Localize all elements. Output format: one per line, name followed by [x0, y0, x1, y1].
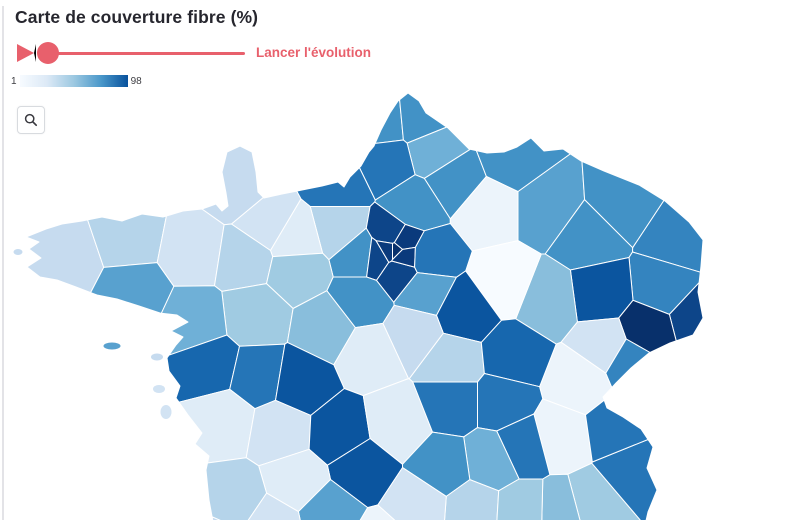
department-region[interactable]	[211, 516, 243, 520]
island-region[interactable]	[160, 405, 172, 419]
island-region[interactable]	[103, 342, 121, 350]
department-region[interactable]	[348, 99, 404, 148]
page-title: Carte de couverture fibre (%)	[15, 7, 259, 27]
department-region[interactable]	[90, 262, 175, 314]
legend-max-label: 98	[130, 75, 142, 87]
island-region[interactable]	[13, 249, 23, 255]
timeline-slider-knob[interactable]	[37, 42, 59, 64]
department-region[interactable]	[632, 199, 704, 273]
legend-min-label: 1	[11, 75, 17, 87]
department-region[interactable]	[585, 399, 649, 463]
department-region[interactable]	[201, 145, 264, 226]
department-region[interactable]	[345, 504, 425, 520]
department-region[interactable]	[156, 208, 225, 287]
department-region[interactable]	[242, 492, 305, 520]
timeline-slider-track[interactable]	[48, 51, 245, 55]
department-region[interactable]	[375, 240, 393, 263]
island-region[interactable]	[153, 385, 165, 393]
department-region[interactable]	[160, 285, 228, 356]
department-region[interactable]	[25, 219, 105, 294]
magnifier-icon	[24, 113, 38, 127]
island-region[interactable]	[151, 353, 163, 361]
map-zoom-button[interactable]	[17, 106, 45, 134]
department-region[interactable]	[178, 388, 256, 464]
legend-gradient	[19, 75, 128, 87]
start-evolution-label[interactable]: Lancer l'évolution	[256, 45, 371, 60]
page-left-border	[2, 6, 4, 520]
color-legend: 1 98	[11, 75, 142, 87]
department-region[interactable]	[495, 478, 544, 520]
play-button[interactable]	[17, 44, 36, 62]
